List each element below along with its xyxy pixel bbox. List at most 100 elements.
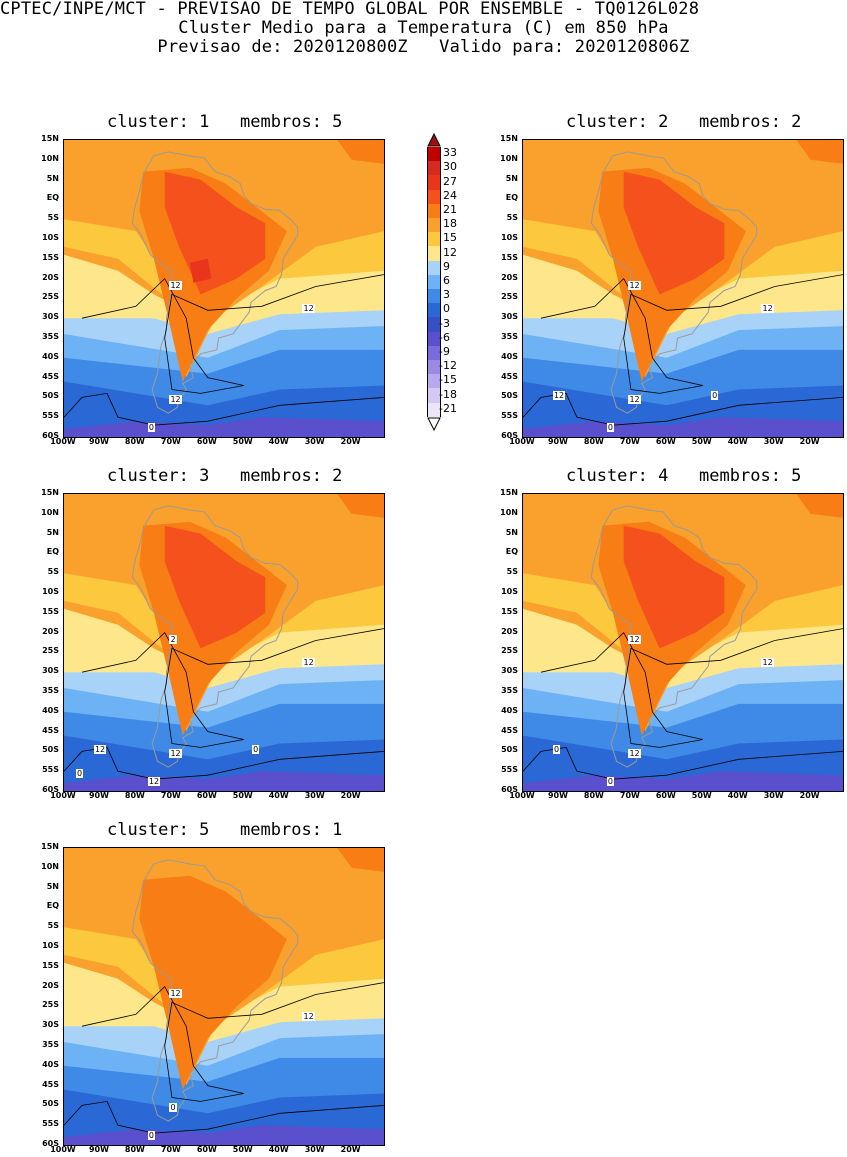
- latitude-label: 60S: [501, 431, 518, 440]
- longitude-label: 60W: [196, 791, 217, 800]
- longitude-label: 90W: [547, 437, 568, 446]
- latitude-label: 35S: [42, 332, 59, 341]
- panel-title: cluster: 1 membros: 5: [107, 112, 343, 132]
- latitude-label: 35S: [42, 686, 59, 695]
- latitude-label: 25S: [501, 646, 518, 656]
- contour-label: 12: [302, 1012, 315, 1022]
- contour-label: 0: [252, 745, 260, 755]
- contour-0: [64, 746, 384, 780]
- map-canvas: [64, 140, 384, 437]
- latitude-label: 60S: [501, 785, 518, 794]
- latitude-label: 35S: [501, 332, 518, 341]
- colorbar-level-label: 6: [443, 273, 450, 287]
- continent-outline: [590, 505, 758, 768]
- latitude-label: 10N: [41, 861, 59, 871]
- contour-label: 0: [147, 423, 155, 433]
- colorbar-level-label: 27: [443, 174, 457, 188]
- colorbar-segment: [427, 218, 441, 233]
- colorbar-segment: [427, 402, 441, 417]
- longitude-label: 30W: [763, 791, 784, 800]
- longitude-label: 30W: [304, 1145, 325, 1154]
- colorbar-level-label: -6: [439, 330, 450, 344]
- latitude-label: 60S: [42, 431, 59, 440]
- longitude-label: 90W: [88, 791, 109, 800]
- latitude-label: 5N: [46, 527, 59, 537]
- longitude-label: 20W: [340, 791, 361, 800]
- latitude-label: 45S: [42, 371, 59, 381]
- contour-12: [540, 274, 843, 394]
- cluster-map: [522, 139, 844, 438]
- header-line-3: Previsao de: 2020120800Z Valido para: 20…: [157, 37, 690, 57]
- latitude-label: 5N: [46, 881, 59, 891]
- colorbar-segment: [427, 303, 441, 318]
- longitude-label: 70W: [619, 437, 640, 446]
- contour-label: 12: [147, 777, 161, 787]
- contour-label: 12: [628, 395, 641, 405]
- panel-title: cluster: 4 membros: 5: [566, 466, 802, 486]
- panel-title: cluster: 2 membros: 2: [566, 112, 802, 132]
- latitude-label: 25S: [42, 292, 59, 302]
- latitude-label: 15N: [41, 488, 59, 497]
- latitude-label: 25S: [501, 292, 518, 302]
- longitude-label: 80W: [124, 791, 145, 800]
- longitude-label: 70W: [160, 791, 181, 800]
- contour-0: [523, 392, 843, 426]
- longitude-label: 100W: [50, 437, 76, 446]
- colorbar-segment: [427, 203, 441, 218]
- colorbar-level-label: -12: [439, 359, 457, 373]
- contour-label: 2: [169, 634, 177, 644]
- longitude-label: 50W: [691, 791, 712, 800]
- latitude-label: 15S: [42, 252, 59, 262]
- latitude-label: 25S: [42, 646, 59, 656]
- latitude-label: 30S: [501, 312, 518, 322]
- header-line-1: CPTEC/INPE/MCT - PREVISAO DE TEMPO GLOBA…: [0, 0, 700, 19]
- longitude-label: 90W: [88, 437, 109, 446]
- contour-0: [64, 392, 384, 426]
- latitude-label: 30S: [501, 666, 518, 676]
- map-canvas: [64, 494, 384, 791]
- continent-outline: [131, 505, 299, 768]
- latitude-label: 5S: [506, 213, 518, 223]
- latitude-label: 10S: [42, 233, 59, 242]
- latitude-label: 20S: [42, 272, 59, 282]
- colorbar-segment: [427, 260, 441, 275]
- temperature-band: [796, 494, 843, 518]
- latitude-label: 10N: [500, 507, 518, 517]
- latitude-label: 40S: [42, 1059, 59, 1069]
- longitude-label: 70W: [160, 1145, 181, 1154]
- longitude-label: 80W: [583, 791, 604, 800]
- colorbar-segment: [427, 345, 441, 360]
- latitude-label: 10N: [500, 153, 518, 163]
- latitude-label: 35S: [42, 1040, 59, 1049]
- longitude-label: 80W: [124, 1145, 145, 1154]
- contour-label: 12: [628, 634, 641, 644]
- contour-label: 0: [75, 769, 84, 779]
- contour-12: [81, 628, 384, 748]
- latitude-label: 5N: [505, 173, 518, 183]
- longitude-label: 100W: [509, 437, 535, 446]
- latitude-label: 5N: [46, 173, 59, 183]
- latitude-label: 30S: [42, 1020, 59, 1030]
- longitude-label: 30W: [763, 437, 784, 446]
- latitude-label: 25S: [42, 1000, 59, 1010]
- latitude-label: 50S: [501, 391, 518, 401]
- latitude-label: 5S: [47, 213, 59, 223]
- longitude-label: 60W: [655, 437, 676, 446]
- panel-title: cluster: 5 membros: 1: [107, 820, 343, 840]
- latitude-label: 10N: [41, 153, 59, 163]
- continent-outline: [590, 151, 758, 414]
- latitude-label: 5S: [506, 567, 518, 577]
- contour-label: 12: [302, 658, 315, 668]
- longitude-label: 100W: [50, 1145, 76, 1154]
- longitude-label: 80W: [124, 437, 145, 446]
- latitude-label: 10S: [42, 941, 59, 950]
- colorbar-segment: [427, 331, 441, 346]
- temperature-band: [189, 258, 212, 283]
- colorbar-segment: [427, 232, 441, 247]
- latitude-label: 15N: [41, 134, 59, 143]
- temperature-band: [623, 171, 725, 295]
- latitude-label: 55S: [42, 765, 59, 775]
- temperature-band: [164, 171, 266, 295]
- colorbar-segment: [427, 289, 441, 304]
- contour-label: 12: [169, 395, 182, 405]
